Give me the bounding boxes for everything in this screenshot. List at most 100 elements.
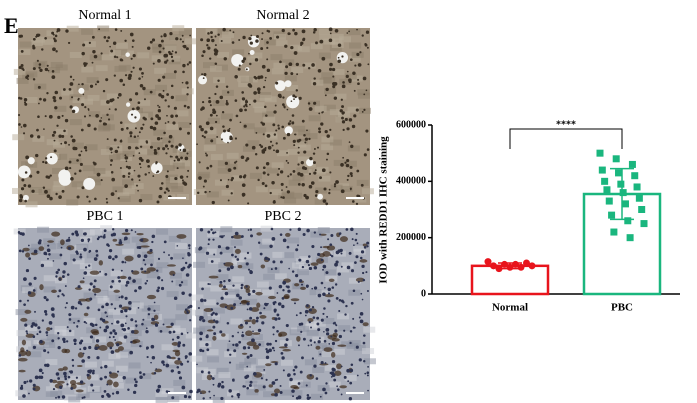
nucleus <box>173 70 177 74</box>
nucleus <box>185 81 189 85</box>
texture <box>138 139 151 146</box>
nucleus <box>328 27 333 32</box>
nucleus <box>156 200 160 204</box>
nucleus <box>341 116 344 120</box>
texture <box>15 390 28 397</box>
nucleus <box>267 258 271 261</box>
nucleus <box>268 342 272 346</box>
texture <box>43 286 56 293</box>
nucleus <box>207 371 211 374</box>
nucleus <box>157 257 161 260</box>
nucleus <box>137 101 141 105</box>
texture <box>81 66 94 73</box>
nucleus <box>259 75 264 79</box>
nucleus <box>41 371 44 375</box>
nucleus <box>348 141 351 143</box>
nucleus <box>202 50 206 54</box>
nucleus <box>252 289 256 294</box>
texture <box>210 154 223 161</box>
nucleus <box>297 227 302 232</box>
nucleus <box>138 179 141 182</box>
nucleus <box>355 345 359 349</box>
nucleus <box>303 150 307 154</box>
texture <box>32 135 45 142</box>
texture <box>306 329 319 336</box>
nucleus <box>51 75 56 79</box>
nucleus <box>31 189 35 193</box>
nucleus <box>331 373 336 377</box>
nucleus <box>187 105 190 109</box>
nucleus <box>74 307 78 310</box>
nucleus <box>254 153 258 156</box>
nucleus <box>328 191 331 195</box>
nucleus <box>213 319 216 322</box>
nucleus <box>327 238 330 241</box>
nucleus <box>234 99 238 102</box>
texture <box>292 262 305 269</box>
nucleus <box>226 322 230 325</box>
nucleus <box>279 233 283 236</box>
stain <box>268 384 274 388</box>
data-point <box>490 262 497 270</box>
nucleus <box>209 126 214 131</box>
nucleus <box>152 175 155 177</box>
texture <box>25 71 38 78</box>
nucleus <box>344 117 348 122</box>
nucleus <box>175 37 179 41</box>
nucleus <box>148 171 150 174</box>
nucleus <box>156 137 161 141</box>
nucleus <box>87 355 91 359</box>
nucleus <box>130 57 133 60</box>
nucleus <box>234 137 238 140</box>
nucleus <box>114 255 118 259</box>
texture <box>89 179 102 186</box>
texture <box>194 247 207 254</box>
nucleus <box>188 352 193 356</box>
nucleus <box>107 244 110 247</box>
texture <box>323 269 336 276</box>
texture <box>175 243 188 250</box>
nucleus <box>124 308 128 313</box>
texture <box>101 54 114 61</box>
nucleus <box>109 98 114 103</box>
nucleus <box>223 234 225 237</box>
texture <box>217 160 230 167</box>
nucleus <box>165 390 169 393</box>
nucleus <box>302 63 306 67</box>
nucleus <box>53 130 57 134</box>
nucleus <box>20 63 24 67</box>
nucleus <box>46 91 49 95</box>
nucleus <box>29 134 34 138</box>
texture <box>118 237 131 244</box>
nucleus <box>274 104 277 107</box>
nucleus <box>63 129 66 133</box>
nucleus <box>201 100 205 104</box>
nucleus <box>274 317 278 321</box>
nucleus <box>302 232 306 236</box>
nucleus <box>180 362 184 366</box>
nucleus <box>57 345 61 350</box>
nucleus <box>281 28 285 33</box>
stain <box>237 264 243 269</box>
nucleus <box>273 149 275 152</box>
nucleus <box>53 149 57 153</box>
nucleus <box>95 249 99 253</box>
nucleus <box>299 279 303 283</box>
texture <box>168 55 181 62</box>
nucleus <box>224 291 229 296</box>
texture <box>319 77 332 84</box>
nucleus <box>234 246 236 249</box>
nucleus <box>202 77 205 80</box>
nucleus <box>109 163 112 166</box>
vacuole <box>58 173 72 186</box>
nucleus <box>57 332 60 335</box>
nucleus <box>214 44 217 47</box>
texture <box>62 330 75 337</box>
nucleus <box>325 202 329 206</box>
nucleus <box>282 280 287 285</box>
nucleus <box>225 246 229 250</box>
texture <box>179 150 192 157</box>
stain <box>246 341 257 347</box>
nucleus <box>124 228 129 233</box>
nucleus <box>170 369 174 373</box>
